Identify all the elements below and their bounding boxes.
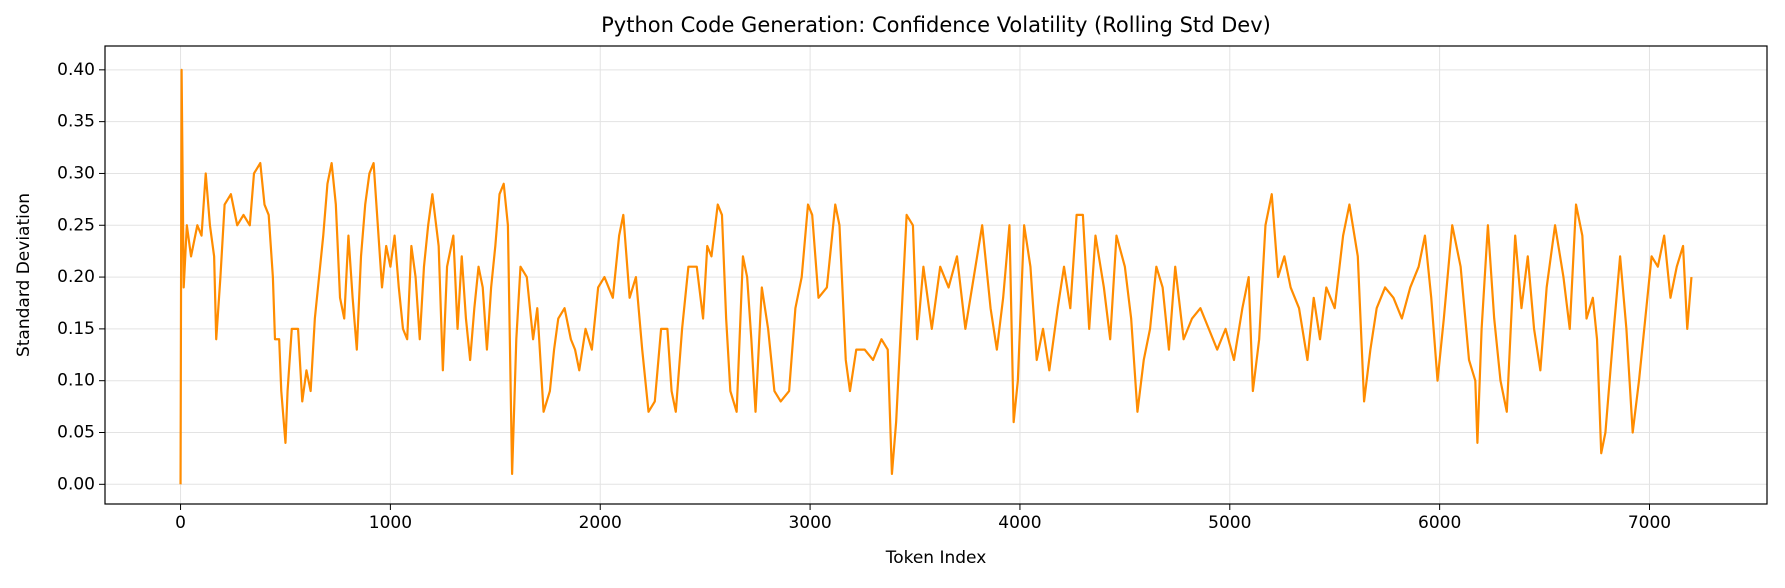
y-tick-label: 0.10: [57, 371, 95, 391]
x-tick-label: 5000: [1208, 513, 1251, 533]
y-tick-label: 0.20: [57, 267, 95, 287]
y-tick-label: 0.00: [57, 474, 95, 494]
y-tick-label: 0.05: [57, 423, 95, 443]
y-tick-label: 0.30: [57, 163, 95, 183]
data-line: [179, 68, 1693, 485]
x-tick-label: 6000: [1418, 513, 1461, 533]
x-tick-label: 1000: [369, 513, 412, 533]
x-tick-label: 2000: [579, 513, 622, 533]
chart-title: Python Code Generation: Confidence Volat…: [601, 13, 1271, 37]
x-tick-label: 3000: [788, 513, 831, 533]
x-axis-label: Token Index: [885, 548, 987, 568]
y-axis-label: Standard Deviation: [14, 193, 34, 357]
x-tick-label: 7000: [1628, 513, 1671, 533]
x-tick-label: 4000: [998, 513, 1041, 533]
plot-frame: [104, 45, 1768, 505]
y-tick-label: 0.15: [57, 319, 95, 339]
y-tick-label: 0.35: [57, 112, 95, 132]
x-tick-label: 0: [175, 513, 186, 533]
y-tick-label: 0.40: [57, 60, 95, 80]
y-tick-label: 0.25: [57, 215, 95, 235]
